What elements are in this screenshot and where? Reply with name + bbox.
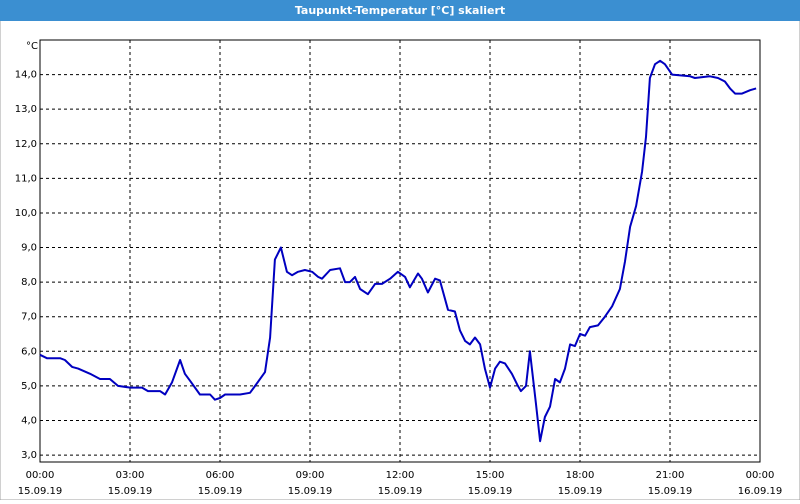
x-tick-date: 16.09.19 — [738, 486, 783, 497]
x-tick-label: 12:00 — [386, 470, 415, 481]
y-tick-label: 12,0 — [15, 139, 37, 150]
line-series — [39, 59, 757, 443]
x-tick-date: 15.09.19 — [648, 486, 693, 497]
x-tick-date: 15.09.19 — [288, 486, 333, 497]
x-tick-date: 15.09.19 — [18, 486, 63, 497]
x-tick-date: 15.09.19 — [558, 486, 603, 497]
x-tick-date: 15.09.19 — [378, 486, 423, 497]
x-tick-label: 09:00 — [296, 470, 325, 481]
y-tick-label: 13,0 — [15, 104, 37, 115]
x-tick-label: 00:00 — [746, 470, 775, 481]
y-tick-label: 8,0 — [21, 277, 37, 288]
x-tick-date: 15.09.19 — [108, 486, 153, 497]
y-tick-label: 10,0 — [15, 208, 37, 219]
title-bar — [0, 0, 800, 21]
x-tick-label: 15:00 — [476, 470, 505, 481]
y-tick-label: 3,0 — [21, 450, 37, 461]
x-tick-label: 03:00 — [116, 470, 145, 481]
x-tick-label: 21:00 — [656, 470, 685, 481]
x-tick-label: 06:00 — [206, 470, 235, 481]
y-tick-label: 7,0 — [21, 312, 37, 323]
y-tick-label: 5,0 — [21, 381, 37, 392]
x-tick-label: 00:00 — [26, 470, 55, 481]
y-tick-label: 4,0 — [21, 415, 37, 426]
x-tick-date: 15.09.19 — [198, 486, 243, 497]
y-tick-label: 11,0 — [15, 173, 37, 184]
y-tick-label: 9,0 — [21, 243, 37, 254]
y-tick-label: 14,0 — [15, 70, 37, 81]
x-tick-label: 18:00 — [566, 470, 595, 481]
chart-title: Taupunkt-Temperatur [°C] skaliert — [295, 4, 505, 17]
y-axis-label: °C — [26, 41, 38, 52]
y-tick-label: 6,0 — [21, 346, 37, 357]
x-tick-date: 15.09.19 — [468, 486, 513, 497]
